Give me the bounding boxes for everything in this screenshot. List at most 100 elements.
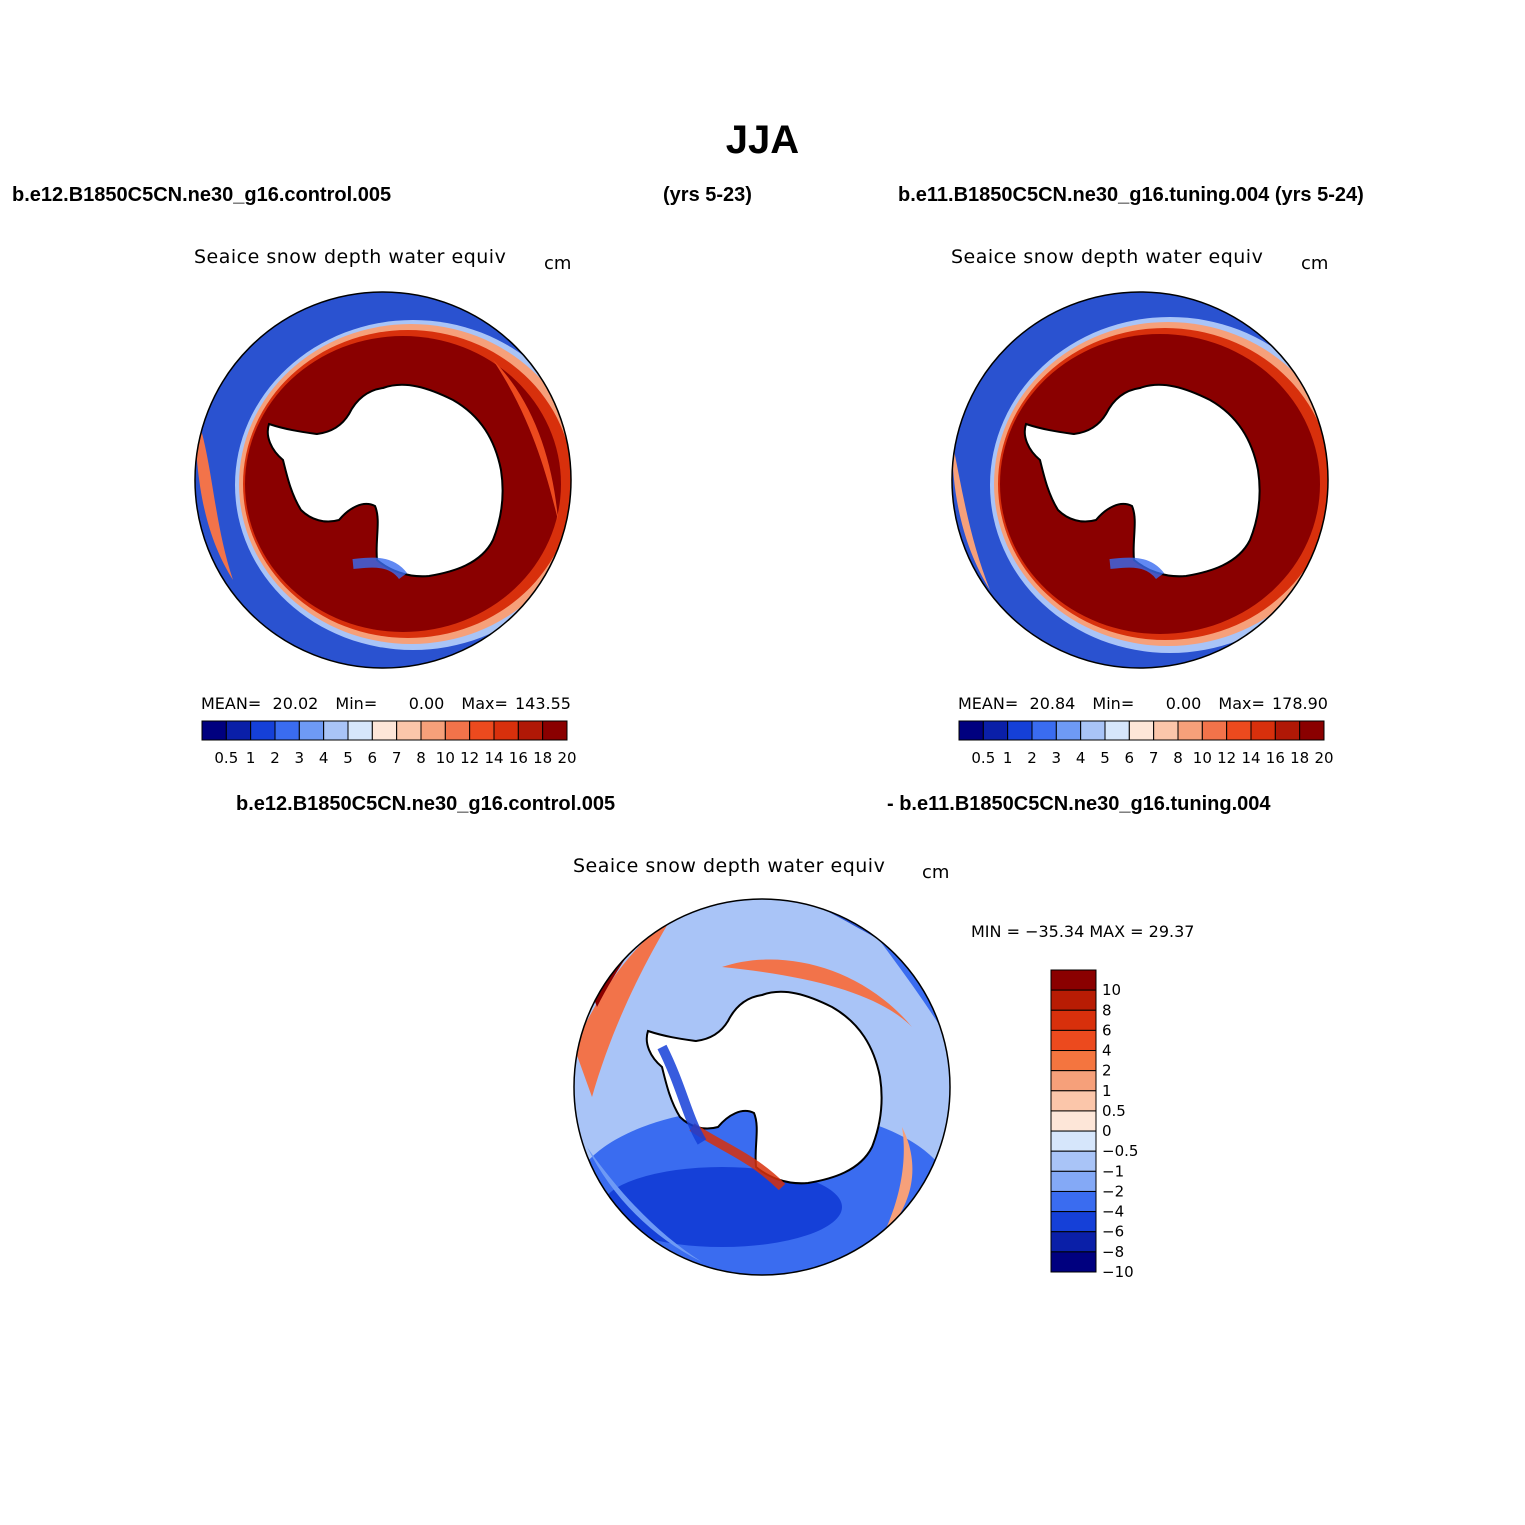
main-title: JJA <box>725 118 800 162</box>
diff-colorbar-label: 1 <box>1102 1082 1112 1100</box>
right-mean-value: 20.84 <box>1029 694 1076 713</box>
left-stats: MEAN= 20.02 Min= 0.00 Max= 143.55 <box>201 694 571 713</box>
right-colorbar-label: 2 <box>1027 749 1037 767</box>
right-colorbar-swatch <box>958 720 984 741</box>
diff-colorbar-swatch <box>1050 1130 1097 1152</box>
right-colorbar-swatch <box>1177 720 1203 741</box>
right-stats: MEAN= 20.84 Min= 0.00 Max= 178.90 <box>958 694 1328 713</box>
left-colorbar-swatch <box>274 720 300 741</box>
right-colorbar-swatch <box>1055 720 1082 741</box>
bottom-case-left: b.e12.B1850C5CN.ne30_g16.control.005 <box>236 793 616 815</box>
right-colorbar-swatch <box>1299 720 1325 741</box>
right-mean-label: MEAN= <box>958 694 1019 713</box>
left-colorbar-label: 1 <box>246 749 256 767</box>
right-colorbar-swatch <box>1007 720 1033 741</box>
left-colorbar-label: 18 <box>533 749 552 767</box>
right-colorbar-swatch <box>1128 720 1155 741</box>
right-colorbar-swatch <box>982 720 1009 741</box>
right-max-value: 178.90 <box>1272 694 1328 713</box>
right-colorbar-label: 0.5 <box>971 749 995 767</box>
diff-unit: cm <box>922 862 950 883</box>
diff-colorbar-label: 0 <box>1102 1122 1112 1140</box>
right-colorbar-label: 4 <box>1076 749 1086 767</box>
left-colorbar-swatch <box>250 720 276 741</box>
diff-colorbar-label: −10 <box>1102 1263 1134 1281</box>
right-colorbar-label: 7 <box>1149 749 1159 767</box>
bottom-case-right: - b.e11.B1850C5CN.ne30_g16.tuning.004 <box>887 793 1271 815</box>
left-mean-value: 20.02 <box>272 694 319 713</box>
diff-colorbar: 10 8 6 4 2 1 0.5 0 −0.5 −1 −2 −4 −6 −8 −10 <box>1050 969 1138 1281</box>
right-colorbar-swatch <box>1201 720 1228 741</box>
right-colorbar-label: 14 <box>1241 749 1260 767</box>
diff-colorbar-swatch <box>1050 1251 1097 1273</box>
left-colorbar-swatch <box>225 720 252 741</box>
diff-colorbar-swatch <box>1050 1170 1097 1192</box>
right-colorbar-label: 8 <box>1173 749 1183 767</box>
diff-colorbar-swatch <box>1050 1090 1097 1112</box>
left-colorbar-swatch <box>323 720 349 741</box>
diff-colorbar-label: −6 <box>1102 1223 1124 1241</box>
diff-colorbar-label: 10 <box>1102 981 1121 999</box>
left-colorbar-swatch <box>420 720 446 741</box>
right-min-value: 0.00 <box>1165 694 1202 713</box>
diff-colorbar-swatch <box>1050 989 1097 1011</box>
diff-colorbar-label: −4 <box>1102 1203 1124 1221</box>
diff-colorbar-swatch <box>1050 1070 1097 1092</box>
left-colorbar-label: 14 <box>484 749 503 767</box>
diff-colorbar-label: −8 <box>1102 1243 1124 1261</box>
left-colorbar-swatch <box>542 720 568 741</box>
left-colorbar-label: 20 <box>557 749 576 767</box>
left-variable-title: Seaice snow depth water equiv <box>194 246 507 268</box>
right-colorbar-swatch <box>1080 720 1106 741</box>
left-colorbar-label: 7 <box>392 749 402 767</box>
right-min-label: Min= <box>1092 694 1135 713</box>
right-colorbar-label: 12 <box>1217 749 1236 767</box>
left-colorbar-label: 6 <box>368 749 378 767</box>
diff-colorbar-label: −1 <box>1102 1162 1124 1180</box>
top-left-years: (yrs 5-23) <box>663 184 752 206</box>
diff-map <box>573 898 951 1276</box>
left-map <box>194 291 572 669</box>
diff-colorbar-swatch <box>1050 1150 1097 1172</box>
right-colorbar-swatch <box>1031 720 1057 741</box>
left-colorbar-label: 2 <box>270 749 280 767</box>
right-colorbar-swatch <box>1153 720 1179 741</box>
left-colorbar-swatch <box>371 720 398 741</box>
diff-colorbar-label: −0.5 <box>1102 1142 1138 1160</box>
left-colorbar: 0.5 1 2 3 4 5 6 7 8 10 12 14 16 18 20 <box>201 720 577 767</box>
right-colorbar-label: 20 <box>1314 749 1333 767</box>
left-colorbar-label: 16 <box>509 749 528 767</box>
left-unit: cm <box>544 253 572 274</box>
right-colorbar-label: 5 <box>1100 749 1110 767</box>
diff-colorbar-label: 8 <box>1102 1001 1112 1019</box>
right-colorbar-label: 10 <box>1193 749 1212 767</box>
left-min-value: 0.00 <box>408 694 445 713</box>
right-colorbar-label: 1 <box>1003 749 1013 767</box>
right-colorbar-swatch <box>1226 720 1252 741</box>
diff-minmax: MIN = −35.34 MAX = 29.37 <box>971 922 1195 941</box>
right-colorbar-label: 6 <box>1125 749 1135 767</box>
diff-colorbar-swatch <box>1050 1050 1097 1072</box>
right-unit: cm <box>1301 253 1329 274</box>
left-colorbar-label: 8 <box>416 749 426 767</box>
right-colorbar-label: 18 <box>1290 749 1309 767</box>
diff-colorbar-label: 0.5 <box>1102 1102 1126 1120</box>
left-colorbar-swatch <box>444 720 471 741</box>
right-variable-title: Seaice snow depth water equiv <box>951 246 1264 268</box>
left-colorbar-swatch <box>347 720 373 741</box>
left-colorbar-label: 0.5 <box>214 749 238 767</box>
diff-colorbar-swatch <box>1050 1211 1097 1233</box>
right-colorbar-swatch <box>1274 720 1301 741</box>
right-max-label: Max= <box>1218 694 1265 713</box>
left-colorbar-swatch <box>493 720 519 741</box>
right-map <box>951 291 1329 669</box>
diff-colorbar-label: 6 <box>1102 1021 1112 1039</box>
left-colorbar-swatch <box>201 720 227 741</box>
diff-colorbar-swatch <box>1050 1009 1097 1031</box>
left-max-label: Max= <box>461 694 508 713</box>
diff-colorbar-label: −2 <box>1102 1182 1124 1200</box>
diff-colorbar-label: 2 <box>1102 1062 1112 1080</box>
left-colorbar-label: 5 <box>343 749 353 767</box>
diff-variable-title: Seaice snow depth water equiv <box>573 855 886 877</box>
